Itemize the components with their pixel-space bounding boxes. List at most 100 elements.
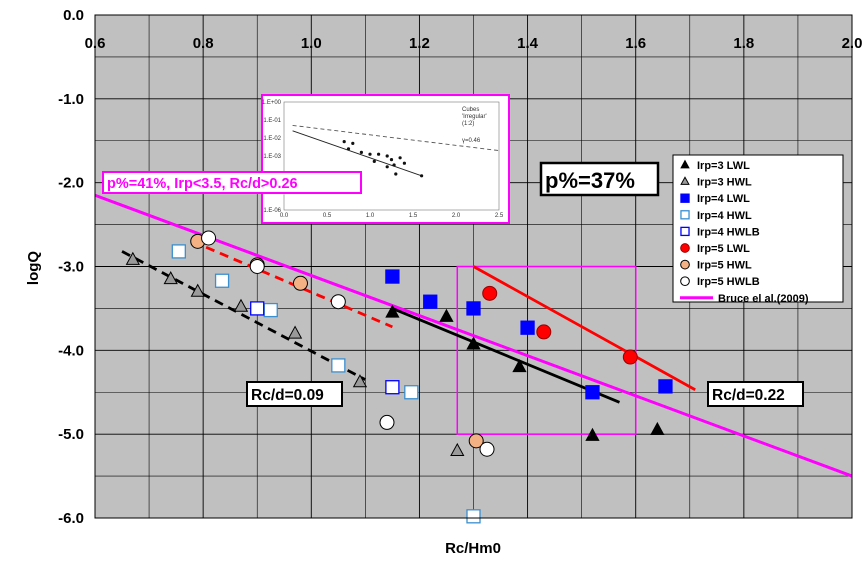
point-circle	[482, 285, 498, 301]
legend-marker	[680, 159, 690, 169]
point-triangle	[650, 421, 665, 436]
inset-y-tick: 1.E-03	[263, 154, 281, 160]
inset-label: (1:2)	[462, 121, 474, 127]
point-triangle	[450, 442, 465, 456]
inset-x-tick: 1.0	[366, 213, 375, 219]
inset-y-tick: 1.E+00	[262, 100, 282, 106]
point-triangle	[352, 374, 368, 388]
inset-point	[385, 165, 389, 169]
point-square	[263, 302, 278, 318]
point-square	[250, 301, 265, 316]
y-tick-label: 0.0	[63, 7, 84, 24]
legend-marker	[680, 210, 690, 220]
legend-label: Irp=4 HWL	[697, 210, 752, 222]
plot-border	[94, 14, 853, 519]
inset-solid-line	[292, 130, 422, 177]
trend-line-1	[121, 250, 367, 381]
legend-marker	[680, 259, 690, 270]
point-square	[658, 379, 673, 394]
inset-point	[398, 156, 402, 160]
point-triangle	[512, 359, 527, 373]
point-square	[466, 301, 481, 316]
inset-x-tick: 2.5	[495, 213, 504, 219]
legend-label: Irp=5 LWL	[697, 243, 750, 255]
inset-x-tick: 2.0	[452, 213, 461, 219]
point-circle	[330, 294, 346, 310]
inset-x-tick: 1.5	[409, 213, 418, 219]
inset-y-tick: 1.E-01	[263, 118, 281, 124]
inset-label: Cubes	[462, 107, 479, 113]
point-circle	[249, 259, 265, 274]
x-axis-title: Rc/Hm0	[445, 540, 501, 557]
point-circle	[201, 230, 217, 246]
inset-label: 'Irregular'	[462, 114, 487, 120]
legend-marker	[680, 176, 690, 185]
point-square	[423, 294, 438, 309]
inset-label: γ=0.46	[462, 138, 481, 144]
y-axis-title: logQ	[25, 251, 42, 285]
point-square	[331, 358, 346, 373]
inset-point	[346, 147, 351, 151]
inset-point	[385, 154, 389, 158]
annotation-p37-text: p%=37%	[545, 168, 635, 193]
legend: Irp=3 LWL Irp=3 HWL Irp=4 LWL Irp=4 HWL Irp=…	[672, 154, 844, 305]
annotation-p41-text: p%=41%, Irp<3.5, Rc/d>0.26	[107, 176, 298, 192]
point-triangle	[190, 283, 205, 297]
point-square	[385, 269, 400, 284]
inset-point	[377, 152, 381, 156]
inset-x-tick: 0.0	[280, 213, 289, 219]
legend-marker	[680, 276, 690, 287]
annotation-rcd009: Rc/d=0.09	[246, 381, 343, 407]
x-tick-label: 0.8	[193, 35, 214, 52]
data-points	[125, 230, 673, 524]
legend-marker	[680, 243, 690, 253]
point-triangle	[163, 271, 178, 285]
point-triangle	[466, 336, 481, 350]
y-tick-label: -1.0	[58, 91, 84, 108]
y-tick-label: -3.0	[58, 259, 84, 276]
inset-point	[372, 159, 376, 163]
trend-line-2	[191, 240, 393, 329]
inset-plot: 1.E+001.E-011.E-021.E-031.E-041.E-051.E-…	[261, 94, 510, 224]
point-square	[466, 509, 481, 524]
legend-label: Bruce el al.(2009)	[718, 293, 809, 305]
y-tick-label: -4.0	[58, 342, 84, 359]
inset-y-tick: 1.E-02	[263, 136, 281, 142]
x-tick-label: 1.2	[409, 35, 430, 52]
point-triangle	[585, 427, 600, 441]
annotation-rcd022-text: Rc/d=0.22	[712, 387, 785, 404]
inset-y-tick: 1.E-06	[263, 208, 281, 214]
point-circle	[292, 275, 308, 291]
inset-point	[420, 174, 424, 178]
annotation-rcd009-text: Rc/d=0.09	[251, 387, 324, 404]
point-triangle	[439, 308, 454, 322]
x-tick-label: 1.0	[301, 35, 322, 52]
fit-lines	[94, 193, 853, 478]
inset-point	[402, 161, 406, 165]
inset-x-tick: 0.5	[323, 213, 332, 219]
point-triangle	[125, 251, 140, 265]
bruce-line	[94, 193, 853, 478]
x-tick-label: 1.8	[733, 35, 754, 52]
point-circle	[479, 441, 495, 457]
annotation-p41: p%=41%, Irp<3.5, Rc/d>0.26	[102, 171, 362, 194]
point-circle	[468, 433, 484, 449]
inset-point	[359, 150, 363, 154]
inset-point	[389, 158, 394, 162]
x-tick-label: 1.4	[517, 35, 539, 52]
x-tick-label: 1.6	[625, 35, 646, 52]
inset-point	[351, 141, 355, 145]
legend-label: Irp=3 LWL	[697, 160, 750, 172]
legend-marker	[680, 226, 690, 237]
legend-label: Irp=4 LWL	[697, 193, 750, 205]
point-square	[171, 244, 186, 259]
annotation-p37: p%=37%	[539, 161, 660, 197]
point-square	[404, 385, 419, 400]
point-square	[385, 380, 400, 395]
legend-label: Irp=3 HWL	[697, 177, 752, 189]
trend-line-4	[472, 265, 696, 391]
inset-point	[368, 152, 372, 156]
tick-labels: 0.6 0.8 1.0 1.2 1.4 1.6 1.8 2.00.0-1.0-2.0-3.0-…	[58, 7, 862, 527]
point-circle	[379, 414, 395, 430]
